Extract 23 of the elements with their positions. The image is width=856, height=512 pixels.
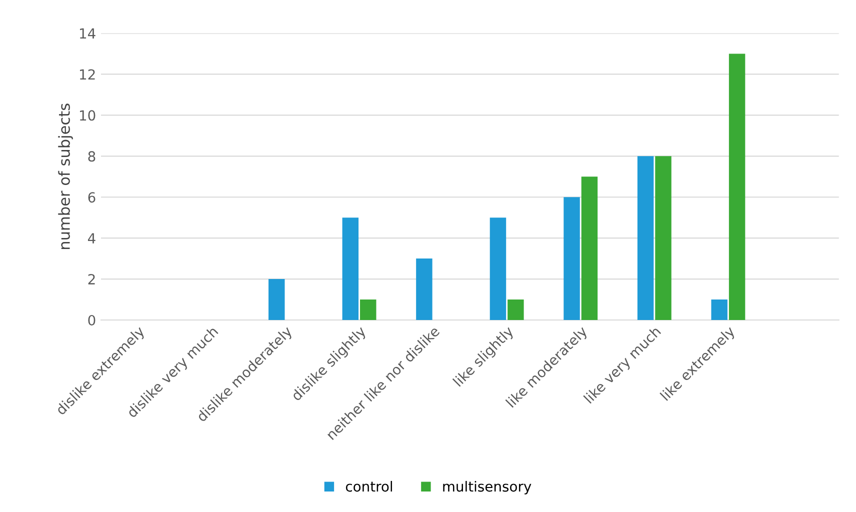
y-tick-label: 12 (80, 69, 95, 80)
bar (268, 279, 285, 320)
y-tick-label: 10 (80, 110, 96, 121)
y-tick-label: 14 (80, 28, 96, 39)
y-axis-title: number of subjects (58, 104, 73, 249)
y-tick-label: 6 (88, 192, 96, 203)
bar (564, 197, 580, 320)
legend-label: control (346, 480, 392, 492)
y-tick-label: 8 (88, 151, 96, 162)
y-tick-label: 0 (88, 314, 96, 326)
y-tick-label: 2 (88, 274, 95, 284)
bar (360, 300, 376, 320)
bar (508, 300, 524, 320)
bar (637, 156, 654, 320)
bar (490, 218, 506, 320)
bar (711, 300, 728, 320)
bar (342, 218, 359, 320)
bar (728, 54, 746, 320)
bar (416, 258, 432, 320)
bar (655, 156, 672, 320)
bar (581, 176, 598, 320)
y-tick-label: 4 (88, 233, 96, 244)
legend-label: multisensory (443, 480, 532, 494)
